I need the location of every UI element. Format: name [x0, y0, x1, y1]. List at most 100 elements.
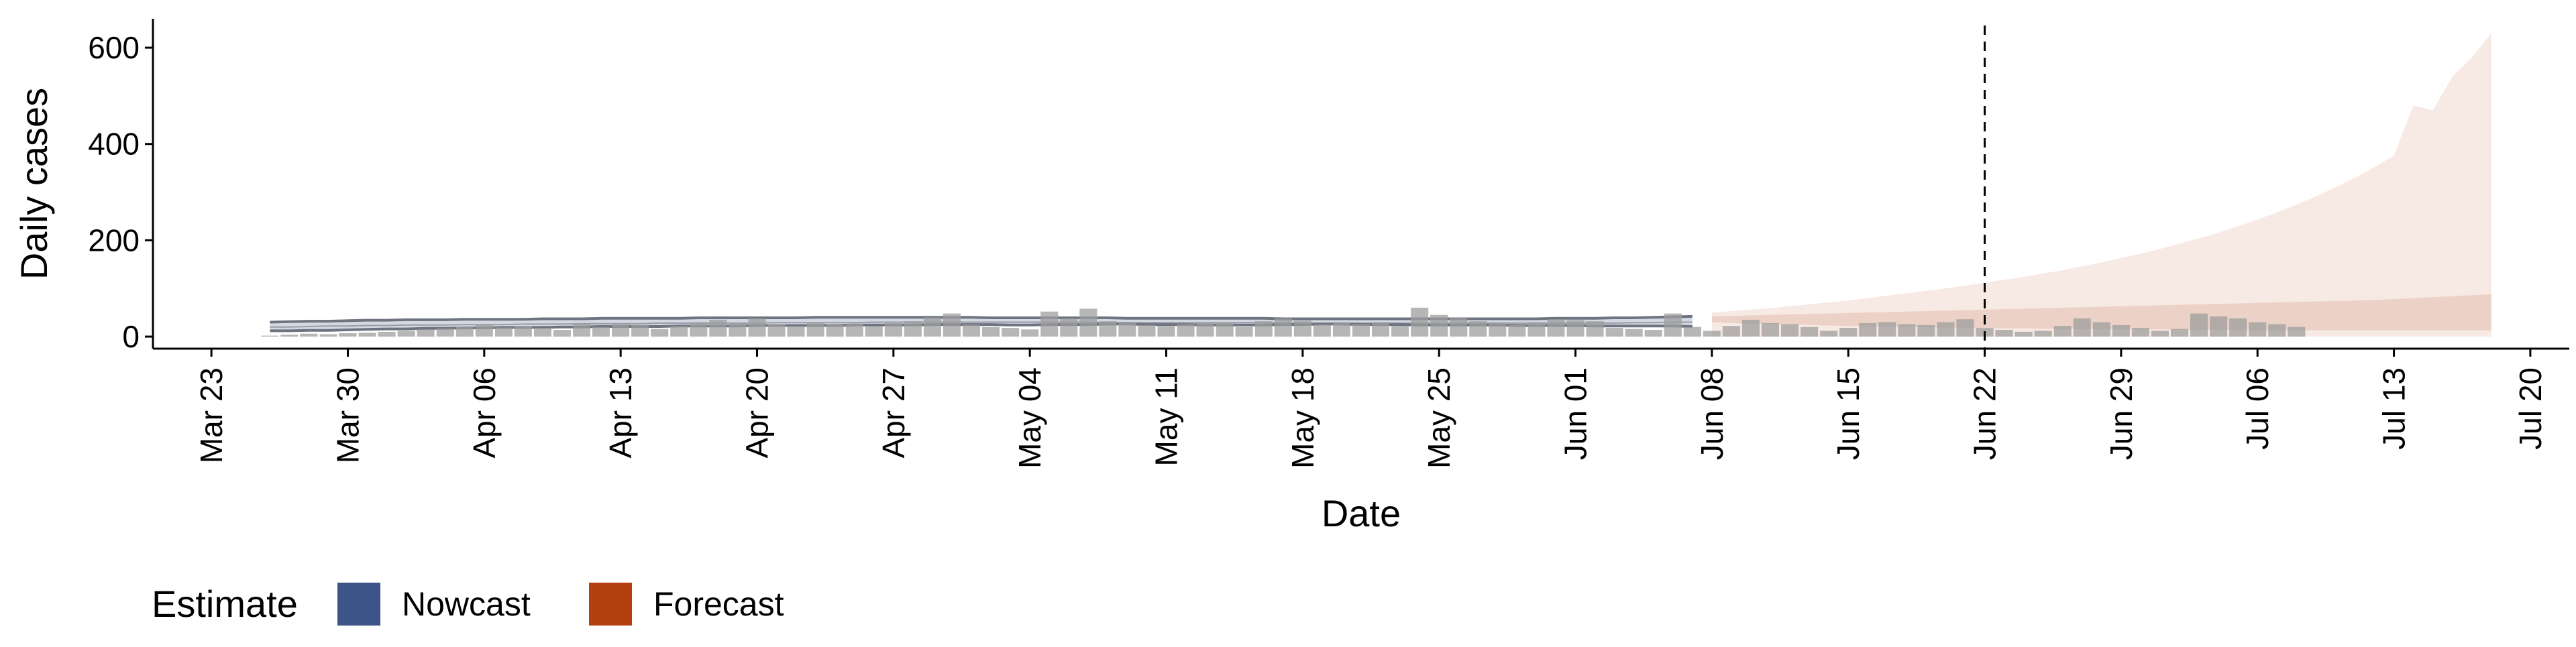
bar	[1216, 322, 1234, 337]
bar	[1859, 322, 1877, 337]
bar	[300, 333, 318, 337]
bar	[2073, 318, 2091, 337]
bar	[1527, 322, 1546, 337]
bar	[1021, 329, 1039, 337]
bar	[2034, 331, 2052, 337]
bar	[1391, 326, 1409, 337]
bar	[533, 328, 551, 337]
forecast-outer-band	[1711, 33, 2491, 337]
bar	[709, 319, 727, 337]
x-tick-label: May 04	[1012, 367, 1047, 469]
bar	[923, 317, 941, 337]
bar	[2249, 322, 2267, 337]
bar	[2131, 328, 2149, 337]
bar	[1781, 324, 1799, 337]
bar	[1118, 322, 1136, 337]
legend: Estimate Nowcast Forecast	[152, 583, 784, 626]
x-tick-label: Jul 13	[2377, 367, 2412, 450]
bar	[280, 335, 299, 337]
bar	[1625, 329, 1643, 337]
y-tick-label: 400	[88, 127, 140, 162]
bar	[1508, 325, 1526, 337]
x-tick-label: Apr 27	[876, 367, 911, 459]
bar	[1937, 322, 1955, 337]
bar	[1138, 325, 1156, 337]
bar	[2210, 316, 2228, 337]
bar	[1235, 327, 1253, 337]
bar	[1352, 324, 1370, 337]
bar	[845, 323, 863, 337]
bar	[1060, 318, 1078, 337]
bar	[1372, 322, 1390, 337]
bar	[767, 324, 786, 337]
forecast-bands	[1711, 33, 2491, 337]
bar	[1450, 317, 1468, 337]
x-tick-label: Jun 22	[1968, 367, 2002, 460]
bar	[573, 322, 591, 337]
bar	[690, 322, 708, 337]
y-tick-label: 0	[122, 319, 140, 354]
bar	[1469, 321, 1487, 337]
bar	[1430, 314, 1448, 337]
bar	[1489, 322, 1507, 337]
bar	[1683, 327, 1701, 337]
x-tick-label: Apr 20	[740, 367, 775, 459]
bar	[475, 325, 493, 337]
bar	[1761, 322, 1779, 337]
bar	[826, 325, 844, 337]
bar	[1898, 324, 1916, 337]
legend-label-nowcast: Nowcast	[402, 585, 531, 623]
bar	[670, 326, 688, 337]
bar	[1313, 325, 1331, 337]
bar	[1040, 311, 1059, 337]
x-tick-label: Apr 13	[603, 367, 638, 459]
legend-title: Estimate	[152, 583, 298, 625]
bar	[806, 322, 824, 337]
bar	[1956, 319, 1974, 337]
x-tick-label: May 25	[1421, 367, 1456, 469]
bar	[1196, 322, 1214, 337]
bar	[397, 331, 415, 337]
y-axis-title: Daily cases	[13, 88, 55, 280]
bar	[884, 322, 902, 337]
bar	[748, 318, 766, 337]
bar	[417, 329, 435, 337]
bar	[865, 326, 883, 337]
bar	[982, 327, 1000, 337]
bar	[1605, 328, 1623, 337]
bar	[494, 327, 513, 337]
bar	[1586, 321, 1604, 337]
bar	[651, 329, 669, 337]
bar	[319, 334, 337, 337]
x-tick-label: Mar 30	[330, 367, 365, 463]
y-tick-label: 600	[88, 30, 140, 65]
reported-cases-bars	[261, 307, 2306, 337]
legend-label-forecast: Forecast	[653, 585, 784, 623]
bar	[2151, 331, 2169, 337]
bar	[1254, 321, 1273, 337]
bar	[358, 333, 376, 337]
bar	[2092, 322, 2110, 337]
bar	[943, 313, 961, 337]
x-tick-label: Jun 29	[2104, 367, 2139, 460]
bar	[455, 327, 474, 337]
bar	[553, 330, 571, 337]
x-axis-title: Date	[1322, 492, 1401, 534]
legend-key-forecast	[589, 583, 632, 626]
x-tick-label: Jul 06	[2240, 367, 2275, 450]
bar	[2112, 325, 2130, 337]
bar	[1002, 328, 1020, 337]
bar	[787, 326, 805, 337]
bar	[339, 333, 357, 337]
bar	[378, 331, 396, 337]
bar	[1566, 320, 1585, 337]
bar	[1703, 331, 1721, 337]
bar	[1644, 330, 1662, 337]
bar	[1411, 307, 1429, 337]
bar	[1820, 331, 1838, 337]
bar	[631, 325, 649, 337]
x-tick-label: Jun 08	[1695, 367, 1729, 460]
bar	[436, 328, 454, 337]
bar	[1079, 308, 1097, 337]
